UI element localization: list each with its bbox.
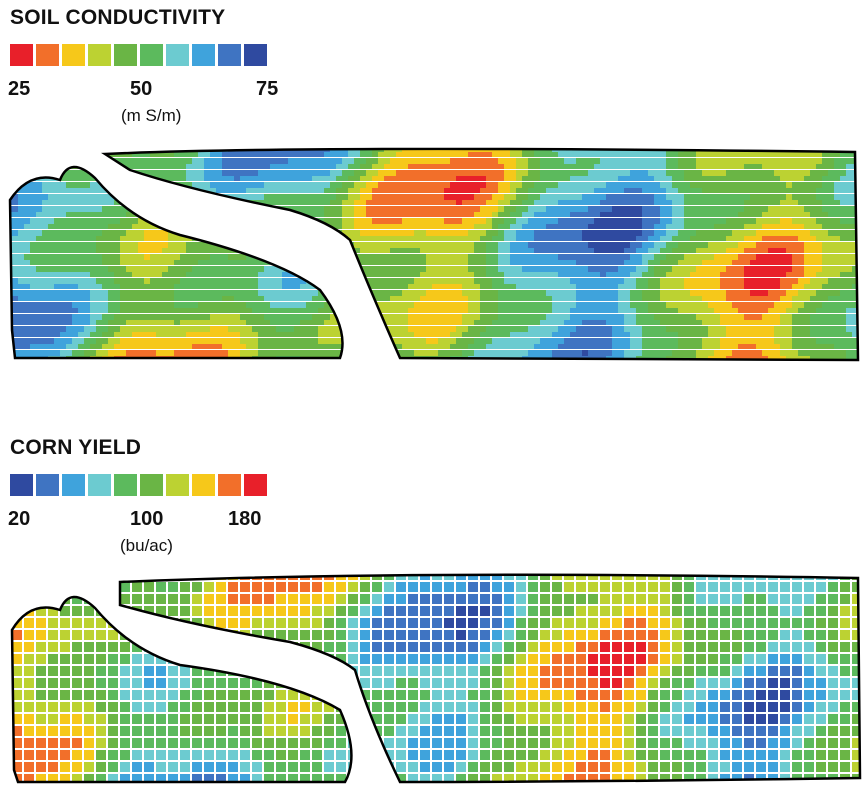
legend-tick-min: 20 (8, 508, 31, 530)
legend-unit: (m S/m) (121, 106, 182, 125)
legend-swatch-5 (114, 44, 137, 66)
legend-tick-mid: 50 (130, 78, 153, 100)
legend-tick-max: 75 (256, 78, 279, 100)
legend-swatch-2 (36, 474, 59, 496)
legend-tick-min: 25 (8, 78, 31, 100)
corn-yield-map (10, 573, 862, 784)
legend-swatch-1 (10, 44, 33, 66)
legend-swatch-4 (88, 44, 111, 66)
field-boundary (101, 147, 860, 362)
color-legend (10, 474, 270, 496)
legend-swatch-7 (166, 44, 189, 66)
map-title: CORN YIELD (10, 436, 142, 459)
legend-swatch-10 (244, 44, 267, 66)
legend-swatch-4 (88, 474, 111, 496)
legend-swatch-8 (192, 474, 215, 496)
legend-tick-max: 180 (228, 508, 262, 530)
legend-swatch-8 (192, 44, 215, 66)
legend-swatch-9 (218, 474, 241, 496)
legend-swatch-10 (244, 474, 267, 496)
legend-swatch-6 (140, 474, 163, 496)
legend-swatch-6 (140, 44, 163, 66)
legend-swatch-2 (36, 44, 59, 66)
map-title: SOIL CONDUCTIVITY (10, 6, 226, 29)
legend-swatch-1 (10, 474, 33, 496)
legend-swatch-5 (114, 474, 137, 496)
legend-swatch-3 (62, 474, 85, 496)
field-texture (10, 166, 343, 358)
field-boundary (10, 595, 353, 784)
color-legend (10, 44, 270, 66)
legend-swatch-7 (166, 474, 189, 496)
legend-swatch-3 (62, 44, 85, 66)
legend-unit: (bu/ac) (120, 536, 173, 555)
corn-yield-panel: CORN YIELD 20 100 180 (bu/ac) (0, 430, 864, 789)
soil-conductivity-map (8, 147, 860, 362)
legend-swatch-9 (218, 44, 241, 66)
field-boundary (8, 165, 344, 360)
field-boundary (118, 573, 862, 784)
legend-tick-mid: 100 (130, 508, 164, 530)
soil-conductivity-panel: SOIL CONDUCTIVITY 25 50 75 (m S/m) (0, 0, 864, 380)
